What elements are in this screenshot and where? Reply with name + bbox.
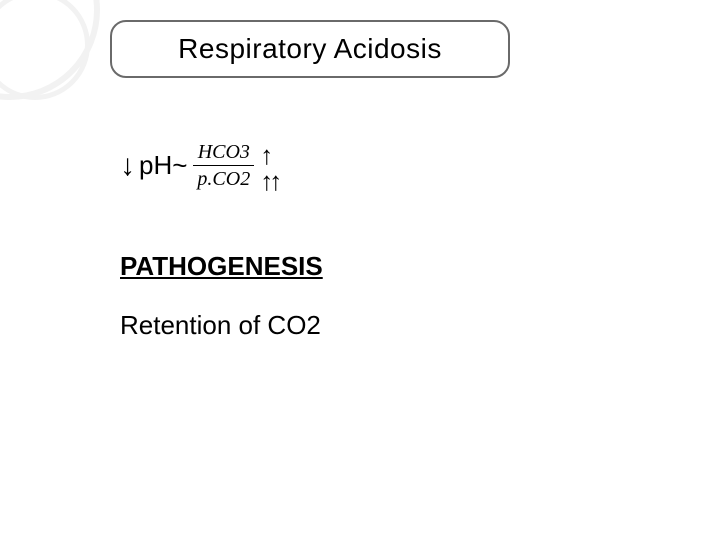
ph-label: pH~ bbox=[139, 150, 187, 181]
fraction-bar bbox=[193, 165, 254, 166]
double-up-arrow-icon: ↑↑ bbox=[260, 168, 278, 194]
body-text: Retention of CO2 bbox=[120, 310, 323, 341]
fraction: HCO3 p.CO2 bbox=[193, 140, 254, 191]
slide-title: Respiratory Acidosis bbox=[178, 33, 442, 65]
fraction-denominator: p.CO2 bbox=[193, 167, 254, 191]
corner-decoration bbox=[0, 0, 120, 120]
trailing-arrows: ↑ ↑↑ bbox=[260, 142, 278, 190]
slide-title-container: Respiratory Acidosis bbox=[110, 20, 510, 78]
fraction-numerator: HCO3 bbox=[194, 140, 254, 164]
slide-content: ↓ pH~ HCO3 p.CO2 ↑ ↑↑ PATHOGENESIS Reten… bbox=[120, 140, 323, 341]
ph-formula: ↓ pH~ HCO3 p.CO2 ↑ ↑↑ bbox=[120, 140, 323, 191]
deco-ring-large bbox=[0, 0, 100, 100]
deco-ring-medium bbox=[0, 0, 90, 100]
section-heading: PATHOGENESIS bbox=[120, 251, 323, 282]
down-arrow-icon: ↓ bbox=[120, 151, 135, 181]
up-arrow-icon: ↑ bbox=[260, 142, 278, 168]
